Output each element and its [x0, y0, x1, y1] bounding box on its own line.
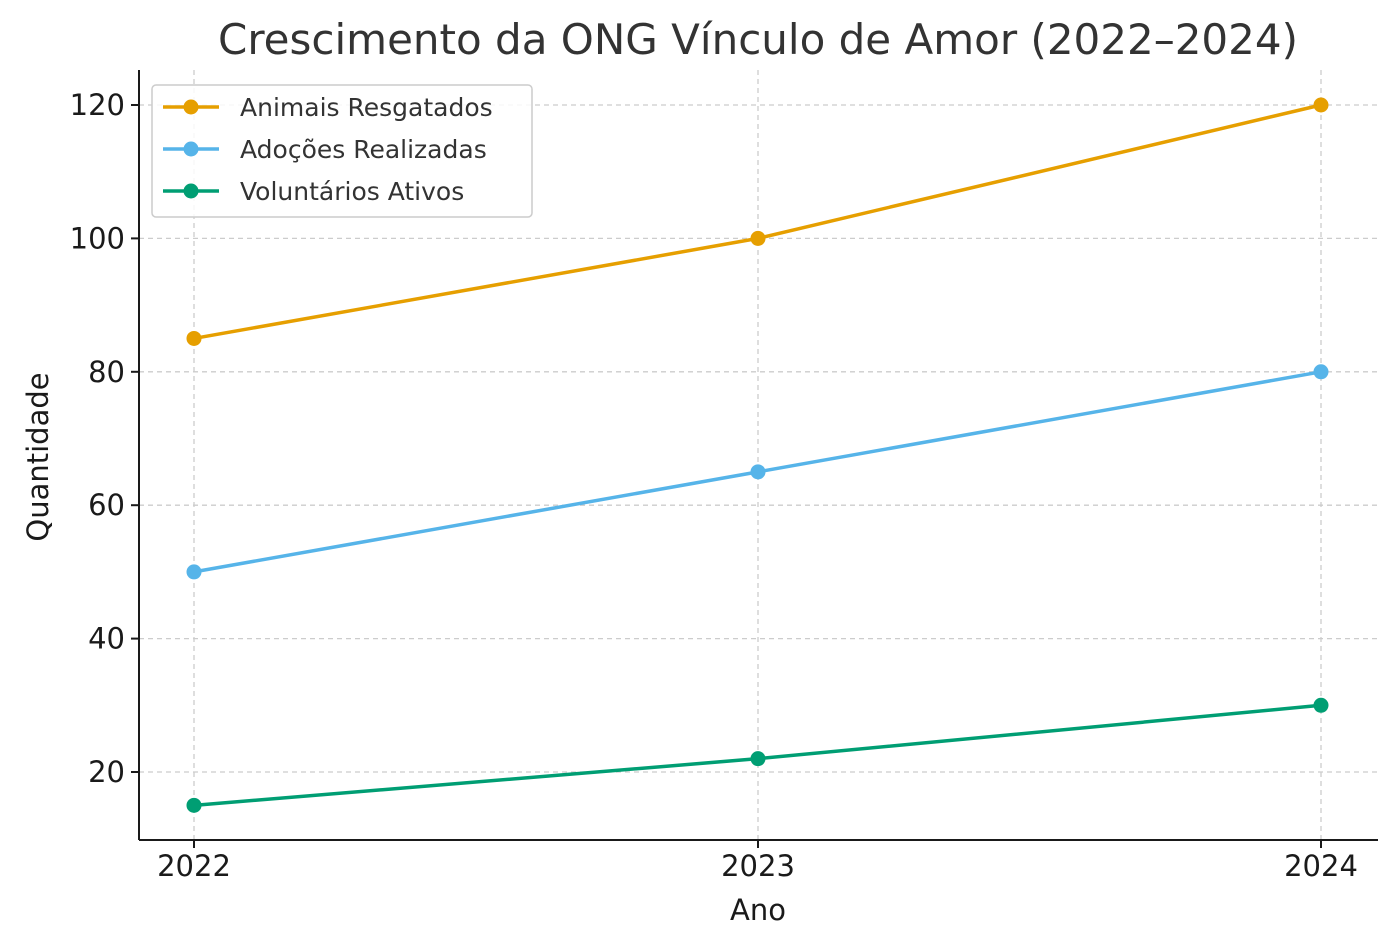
series-layer — [186, 97, 1329, 813]
y-tick-label: 80 — [88, 355, 125, 389]
legend-item: Animais Resgatados — [163, 93, 493, 122]
data-point — [186, 564, 202, 580]
series-3 — [186, 697, 1329, 813]
x-tick-label: 2023 — [721, 849, 795, 883]
y-tick-label: 120 — [70, 88, 125, 122]
data-point — [186, 797, 202, 813]
legend-marker — [183, 99, 199, 115]
legend-label: Animais Resgatados — [240, 93, 493, 122]
legend-box — [151, 84, 533, 218]
series-1 — [186, 97, 1329, 346]
x-axis-label: Ano — [730, 893, 786, 927]
legend-label: Voluntários Ativos — [240, 177, 464, 206]
legend-label: Adoções Realizadas — [240, 135, 487, 164]
data-point — [1313, 697, 1329, 713]
y-tick-label: 20 — [88, 755, 125, 789]
data-point — [750, 751, 766, 767]
y-axis-label: Quantidade — [21, 372, 55, 541]
x-tick-label: 2024 — [1284, 849, 1358, 883]
ticks: 20 40 60 80 100 120 2022 2023 2024 — [70, 88, 1358, 883]
legend: Animais Resgatados Adoções Realizadas Volu… — [151, 84, 533, 218]
legend-marker — [183, 141, 199, 157]
data-point — [1313, 97, 1329, 113]
legend-marker — [183, 183, 199, 199]
y-tick-label: 40 — [88, 622, 125, 656]
y-tick-label: 100 — [70, 221, 125, 255]
data-point — [750, 464, 766, 480]
legend-item: Adoções Realizadas — [163, 135, 487, 164]
series-2 — [186, 364, 1329, 580]
data-point — [750, 230, 766, 246]
y-tick-label: 60 — [88, 488, 125, 522]
data-point — [186, 330, 202, 346]
chart-title: Crescimento da ONG Vínculo de Amor (2022… — [218, 15, 1298, 64]
x-tick-label: 2022 — [157, 849, 231, 883]
data-point — [1313, 364, 1329, 380]
legend-item: Voluntários Ativos — [163, 177, 464, 206]
